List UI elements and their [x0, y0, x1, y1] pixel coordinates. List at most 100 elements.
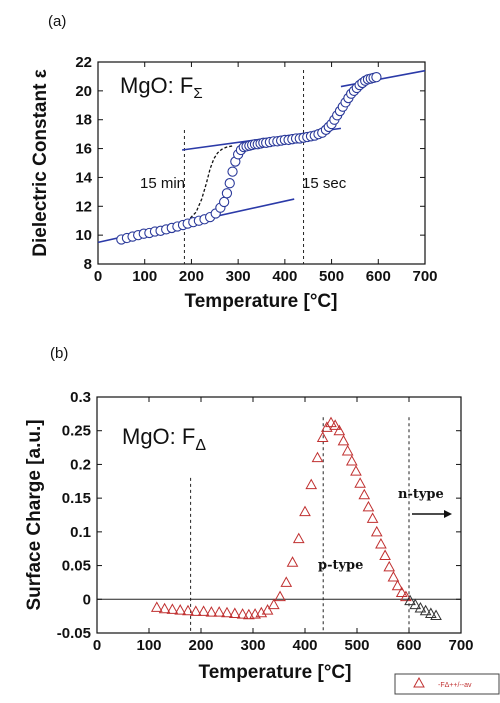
y-axis-label-b: Surface Charge [a.u.]	[24, 419, 45, 610]
y-tick-label: 20	[75, 83, 92, 100]
x-tick-label: 500	[344, 637, 369, 654]
plot-b-title: MgO: FΔ	[122, 424, 206, 454]
plot-a-frame	[97, 61, 426, 265]
data-point-series-1	[419, 604, 432, 616]
data-point-series-0	[305, 478, 318, 490]
y-tick-label: 0.05	[62, 558, 91, 575]
panel-b-label: (b)	[50, 345, 68, 362]
data-point-series-0	[299, 505, 311, 517]
annotation-15min: 15 min	[140, 175, 185, 192]
data-point-series-0	[400, 590, 412, 602]
data-point-series-0	[366, 512, 379, 523]
data-point-series-0	[375, 537, 387, 549]
y-tick-label: 0.25	[62, 423, 91, 440]
data-point-series-0	[387, 571, 400, 582]
annotation-p-type: p-type	[318, 558, 363, 573]
data-point-series-0	[158, 602, 171, 614]
data-point-series-0	[350, 465, 362, 476]
y-tick-label: 16	[75, 141, 92, 158]
x-tick-label: 400	[292, 637, 317, 654]
data-point-series-1	[404, 594, 416, 606]
data-point-series-0	[174, 604, 187, 615]
annotation-15sec: 15 sec	[302, 175, 347, 192]
data-point-series-0	[197, 605, 210, 616]
n-type-arrowhead	[444, 510, 452, 518]
data-point-series-0	[370, 525, 383, 537]
data-point-series-0	[280, 576, 293, 587]
y-tick-label: 18	[75, 112, 92, 129]
data-point	[371, 72, 382, 83]
data-point-series-1	[409, 598, 422, 610]
y-tick-label: 0.2	[70, 456, 91, 473]
data-point-series-0	[228, 607, 241, 618]
data-point-series-0	[358, 488, 371, 500]
x-tick-label: 200	[188, 637, 213, 654]
legend-label: -FΔ++/--av	[438, 682, 472, 689]
data-point-series-0	[150, 601, 163, 612]
data-point-series-0	[311, 451, 324, 463]
data-point-series-0	[242, 608, 255, 620]
data-point-series-0	[274, 590, 286, 602]
data-point-series-0	[362, 500, 375, 512]
y-tick-label: 10	[75, 227, 92, 244]
y-tick-label: 0.3	[70, 389, 91, 406]
y-tick-label: 0	[83, 591, 91, 608]
data-point-series-0	[221, 606, 233, 618]
x-tick-label: 100	[132, 268, 157, 285]
data-point-series-1	[430, 609, 442, 620]
y-tick-label: 22	[75, 54, 92, 71]
data-point-series-0	[286, 556, 299, 567]
panel-b: (b) 0 100 200 300 400 500 600 700 0.3 0.25 0.2 0.1…	[24, 345, 500, 695]
x-tick-label: 400	[272, 268, 297, 285]
data-point-series-0	[333, 424, 346, 436]
data-point-series-0	[354, 477, 366, 488]
panel-a: (a) 0 100 200 300 400 500 600 700 8 10 12 14 16 18 20…	[30, 13, 438, 312]
plot-a-title: MgO: FΣ	[120, 73, 203, 102]
data-point-series-0	[345, 455, 358, 466]
x-tick-label: 100	[136, 637, 161, 654]
data-point-series-0	[267, 598, 280, 610]
x-tick-label: 0	[94, 268, 102, 285]
data-point-series-0	[383, 560, 396, 572]
data-point-series-0	[395, 586, 408, 598]
plot-b-frame	[96, 396, 462, 634]
data-point-series-0	[189, 605, 202, 616]
annotation-n-type: n-type	[398, 487, 444, 502]
data-point	[218, 196, 230, 208]
data-point-series-0	[316, 431, 329, 442]
x-tick-label: 0	[93, 637, 101, 654]
y-tick-label: -0.05	[57, 625, 91, 642]
data-point-series-0	[166, 603, 179, 614]
panel-a-label: (a)	[48, 13, 66, 30]
y-axis-label-a: Dielectric Constant ε	[30, 69, 51, 256]
y-tick-label: 0.1	[70, 524, 91, 541]
data-point-series-0	[182, 604, 194, 616]
x-tick-label: 200	[179, 268, 204, 285]
x-tick-label: 700	[412, 268, 437, 285]
x-tick-label: 700	[448, 637, 473, 654]
y-tick-label: 8	[84, 256, 92, 273]
data-point-series-1	[424, 607, 437, 618]
x-axis-label-a: Temperature [°C]	[185, 291, 338, 312]
legend-b: -FΔ++/--av	[394, 673, 500, 695]
data-point-series-1	[414, 602, 427, 613]
data-point-series-0	[325, 416, 337, 428]
y-tick-label: 14	[75, 169, 92, 186]
data-point-series-0	[379, 549, 391, 560]
legend-marker	[413, 676, 425, 688]
data-point	[221, 188, 233, 199]
data-point-series-0	[292, 532, 305, 544]
legend-box	[394, 673, 500, 695]
data-point-series-0	[329, 419, 342, 430]
x-tick-label: 600	[366, 268, 391, 285]
x-tick-label: 300	[226, 268, 251, 285]
data-point-series-0	[236, 608, 249, 619]
data-point-series-0	[391, 579, 404, 591]
data-point	[224, 178, 235, 189]
x-tick-label: 500	[319, 268, 344, 285]
data-point-series-0	[261, 604, 274, 615]
x-axis-label-b: Temperature [°C]	[199, 662, 352, 683]
data-point-series-0	[205, 606, 218, 617]
data-point-series-0	[341, 444, 354, 456]
